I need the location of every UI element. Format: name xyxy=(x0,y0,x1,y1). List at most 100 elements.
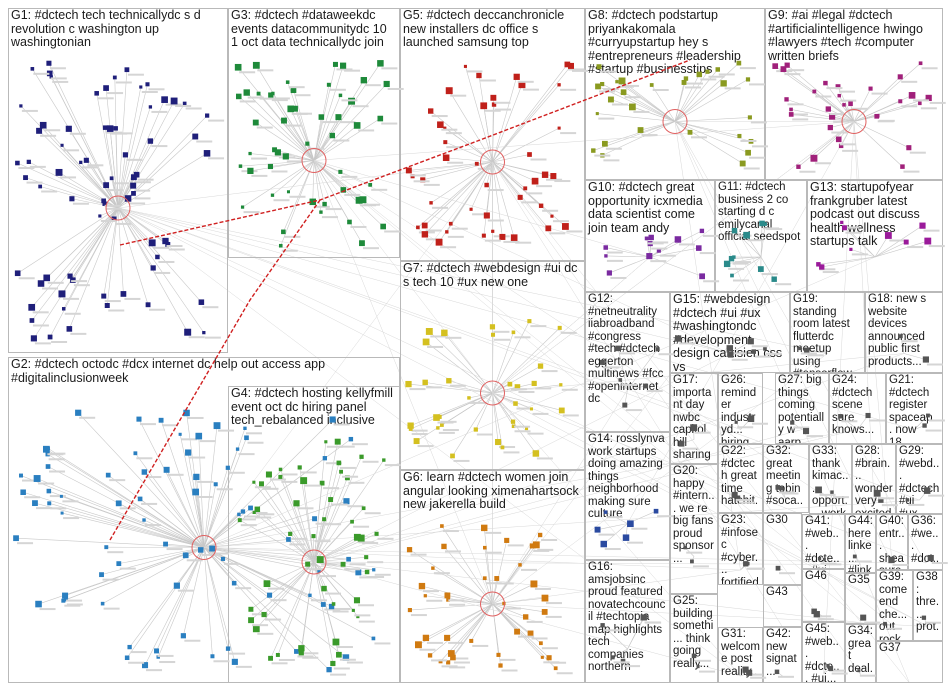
node-shadow xyxy=(831,131,848,134)
graph-node xyxy=(615,345,621,352)
node-shadow xyxy=(297,655,314,658)
graph-node xyxy=(285,80,290,84)
graph-node xyxy=(838,143,844,149)
graph-node xyxy=(55,168,63,176)
graph-edge xyxy=(828,108,855,122)
inter-group-edge xyxy=(203,547,893,564)
graph-edge xyxy=(598,66,676,122)
node-shadow xyxy=(552,220,569,223)
inter-group-edge xyxy=(492,161,910,684)
group-box-g26: G26: reminder industryd... hiring open..… xyxy=(718,373,763,444)
node-shadow xyxy=(63,149,80,152)
graph-edge xyxy=(627,617,644,650)
graph-node xyxy=(351,608,355,612)
node-shadow xyxy=(426,599,443,602)
graph-edge xyxy=(117,100,175,209)
graph-node xyxy=(529,543,535,549)
node-shadow xyxy=(374,573,391,576)
graph-edge xyxy=(179,434,205,548)
node-shadow xyxy=(313,205,330,208)
node-shadow xyxy=(235,665,252,668)
node-shadow xyxy=(302,656,319,659)
graph-node xyxy=(343,498,350,505)
graph-node xyxy=(209,545,216,552)
graph-node xyxy=(240,509,246,514)
graph-node xyxy=(728,255,735,262)
node-shadow xyxy=(926,363,943,366)
graph-node xyxy=(427,653,433,658)
node-shadow xyxy=(913,99,930,102)
graph-node xyxy=(37,280,45,287)
graph-node xyxy=(353,533,361,541)
node-shadow xyxy=(44,129,61,132)
node-shadow xyxy=(449,384,466,387)
graph-edge xyxy=(446,161,493,233)
graph-edge xyxy=(790,109,855,122)
group-label: G5: #dctech deccanchronicle new installe… xyxy=(403,8,568,49)
node-shadow xyxy=(651,247,668,250)
group-label: G20: happy #intern... we re big fans pro… xyxy=(673,465,717,565)
node-shadow xyxy=(430,335,447,338)
self-loop-node xyxy=(191,535,217,560)
node-shadow xyxy=(208,119,225,122)
node-shadow xyxy=(892,563,909,566)
graph-node xyxy=(481,524,488,532)
node-shadow xyxy=(562,414,579,417)
group-box-g7: G7: #dctech #webdesign #ui dc s tech 10 … xyxy=(400,261,585,470)
group-box-g19: G19: standing room latest flutterdc meet… xyxy=(790,292,865,373)
node-shadow xyxy=(799,170,816,173)
node-shadow xyxy=(501,669,518,672)
node-shadow xyxy=(426,641,443,644)
graph-edge xyxy=(203,547,213,657)
node-shadow xyxy=(724,87,741,90)
graph-edge xyxy=(440,124,493,163)
node-shadow xyxy=(437,421,454,424)
graph-node xyxy=(421,231,429,238)
graph-node xyxy=(435,238,443,246)
node-shadow xyxy=(751,422,768,425)
graph-edge xyxy=(16,537,205,548)
node-shadow xyxy=(842,226,859,229)
graph-node xyxy=(83,157,89,163)
graph-edge xyxy=(470,603,493,642)
node-shadow xyxy=(545,615,562,618)
graph-edge xyxy=(429,603,493,656)
graph-node xyxy=(817,556,822,561)
graph-node xyxy=(225,646,231,651)
graph-node xyxy=(815,486,822,494)
graph-node xyxy=(268,655,274,661)
graph-node xyxy=(320,602,326,607)
node-shadow xyxy=(556,672,573,675)
graph-node xyxy=(683,76,689,81)
node-shadow xyxy=(325,592,342,595)
group-box-g30: G30 xyxy=(763,513,802,585)
node-shadow xyxy=(425,238,442,241)
node-shadow xyxy=(107,92,124,95)
graph-edge xyxy=(138,418,205,548)
graph-node xyxy=(527,630,534,637)
graph-node xyxy=(803,428,810,435)
graph-node xyxy=(775,565,781,571)
graph-edge xyxy=(412,161,493,177)
node-shadow xyxy=(146,669,163,672)
inter-group-edge xyxy=(492,392,741,677)
graph-node xyxy=(321,585,327,592)
node-shadow xyxy=(825,563,842,566)
graph-edge xyxy=(492,84,523,163)
graph-edge xyxy=(443,546,493,605)
graph-node xyxy=(829,113,836,120)
node-shadow xyxy=(448,599,465,602)
graph-edge xyxy=(117,84,148,209)
node-shadow xyxy=(855,560,872,563)
graph-edge xyxy=(746,235,762,258)
node-shadow xyxy=(514,430,531,433)
graph-node xyxy=(443,126,447,130)
node-shadow xyxy=(625,409,642,412)
graph-edge xyxy=(674,117,750,122)
node-shadow xyxy=(70,332,87,335)
self-loop-node xyxy=(105,195,131,221)
graph-node xyxy=(141,469,148,475)
graph-node xyxy=(305,141,310,146)
graph-node xyxy=(691,653,697,659)
